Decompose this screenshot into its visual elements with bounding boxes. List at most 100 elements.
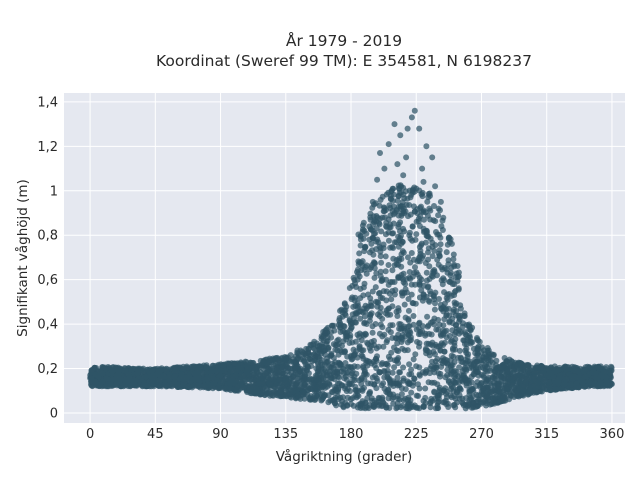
data-point	[239, 384, 246, 391]
data-point	[376, 202, 383, 209]
data-point	[450, 347, 456, 353]
data-point	[352, 387, 359, 393]
data-point	[450, 251, 457, 258]
data-point	[443, 327, 450, 334]
data-point	[500, 394, 507, 401]
data-point	[457, 302, 464, 309]
data-point	[344, 353, 351, 360]
data-point	[385, 395, 392, 402]
data-point	[461, 313, 468, 319]
data-point	[527, 387, 534, 394]
data-point	[374, 303, 381, 310]
data-point	[397, 219, 404, 226]
data-point	[95, 373, 102, 380]
data-point	[356, 250, 363, 257]
data-point	[504, 368, 511, 375]
data-point	[432, 218, 439, 225]
data-point	[415, 381, 421, 388]
data-point	[385, 237, 392, 244]
data-point	[292, 365, 298, 372]
data-point	[423, 293, 430, 300]
data-point	[376, 289, 383, 296]
data-point	[442, 359, 449, 366]
data-point	[328, 334, 335, 341]
data-point	[428, 272, 435, 279]
data-point	[340, 323, 347, 329]
y-tick-label: 0,2	[37, 362, 58, 377]
data-point	[523, 376, 530, 383]
data-point	[586, 364, 593, 371]
x-tick-label: 135	[273, 427, 298, 442]
data-point	[358, 376, 365, 383]
data-point	[267, 375, 274, 382]
data-point	[289, 380, 296, 387]
data-point	[210, 362, 216, 369]
data-point	[398, 385, 405, 392]
data-point	[274, 356, 281, 363]
data-point	[451, 292, 458, 299]
data-point	[150, 383, 157, 390]
data-point	[143, 373, 150, 380]
data-point	[422, 347, 429, 354]
data-point	[371, 218, 378, 225]
data-point	[391, 291, 398, 298]
data-point	[458, 377, 464, 384]
data-point	[158, 366, 165, 373]
data-point	[412, 351, 419, 358]
data-point	[567, 381, 574, 388]
data-point	[408, 371, 415, 378]
data-point	[502, 385, 509, 392]
data-point	[461, 366, 468, 373]
x-tick-label: 360	[600, 427, 625, 442]
data-point	[488, 351, 495, 358]
data-point	[365, 380, 372, 387]
data-point	[439, 217, 446, 224]
data-point	[369, 288, 376, 295]
data-point	[491, 386, 498, 393]
data-point	[443, 306, 450, 313]
x-axis-title: Vågriktning (grader)	[276, 448, 413, 465]
data-point	[413, 231, 420, 238]
data-point	[274, 367, 281, 374]
data-point	[397, 235, 404, 242]
data-point	[276, 376, 283, 383]
data-point	[431, 306, 438, 313]
data-point	[414, 404, 421, 411]
data-point	[370, 402, 377, 409]
data-point	[434, 402, 441, 409]
data-point	[437, 198, 444, 205]
data-point	[395, 203, 402, 210]
data-point	[369, 397, 375, 404]
data-point	[427, 192, 433, 199]
data-point	[425, 283, 432, 290]
data-point	[416, 223, 423, 229]
data-point	[422, 385, 429, 392]
data-point	[231, 360, 238, 367]
data-point	[456, 364, 463, 371]
data-point	[457, 354, 464, 361]
data-point	[345, 363, 352, 370]
data-point	[186, 373, 193, 380]
data-point	[318, 335, 325, 342]
data-point	[166, 371, 173, 378]
data-point	[278, 360, 285, 367]
data-point	[509, 358, 515, 365]
data-point	[441, 277, 448, 284]
data-point	[429, 154, 436, 161]
data-point	[383, 339, 390, 346]
data-point	[317, 391, 324, 398]
data-point	[353, 319, 359, 326]
data-point	[387, 224, 394, 231]
data-point	[419, 165, 426, 172]
data-point	[408, 291, 415, 298]
data-point	[408, 281, 415, 288]
data-point	[413, 185, 420, 192]
data-point	[180, 382, 187, 389]
data-point	[511, 374, 518, 381]
data-point	[371, 265, 378, 272]
data-point	[381, 208, 388, 215]
data-point	[377, 294, 384, 301]
data-point	[412, 264, 418, 271]
data-point	[447, 269, 454, 276]
data-point	[534, 380, 541, 387]
